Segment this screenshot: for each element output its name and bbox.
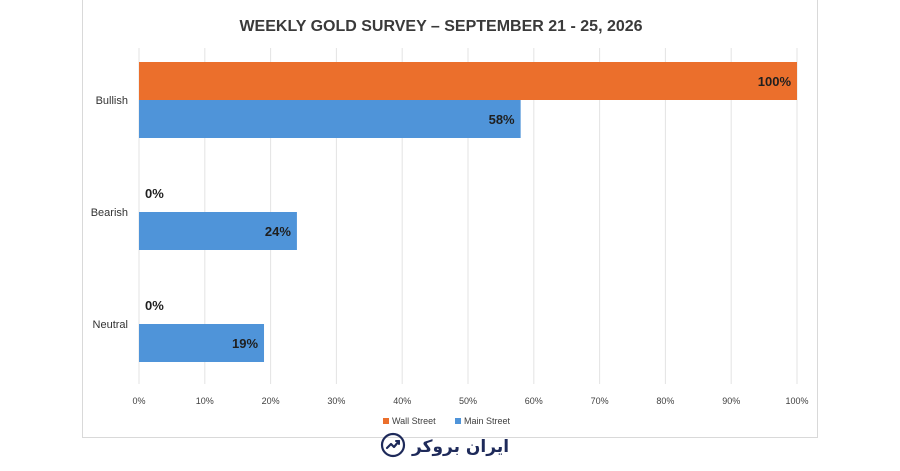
- x-tick-label: 80%: [656, 396, 674, 406]
- x-tick-label: 40%: [393, 396, 411, 406]
- x-tick-label: 50%: [459, 396, 477, 406]
- legend-swatch-main-street: [455, 418, 461, 424]
- chart-title: WEEKLY GOLD SURVEY – SEPTEMBER 21 - 25, …: [239, 18, 642, 35]
- legend-label-wall-street: Wall Street: [392, 416, 436, 426]
- data-label-wall-street-neutral: 0%: [145, 298, 164, 313]
- x-tick-label: 90%: [722, 396, 740, 406]
- category-label-bearish: Bearish: [91, 207, 128, 219]
- x-tick-label: 10%: [196, 396, 214, 406]
- legend-swatch-wall-street: [383, 418, 389, 424]
- x-tick-label: 0%: [132, 396, 145, 406]
- bar-main-street-bullish: [139, 100, 521, 138]
- data-labels: 100% 58% 0% 24% 0% 19%: [145, 74, 791, 351]
- x-tick-label: 60%: [525, 396, 543, 406]
- footer-logo-text: ایران بروکر: [412, 437, 510, 457]
- x-tick-label: 70%: [591, 396, 609, 406]
- x-axis-ticks: 0% 10% 20% 30% 40% 50% 60% 70% 80% 90% 100%: [132, 396, 808, 406]
- data-label-main-street-neutral: 19%: [232, 336, 258, 351]
- bar-main-street-neutral: [139, 324, 265, 362]
- x-tick-label: 20%: [262, 396, 280, 406]
- chart-trend-icon: [380, 432, 406, 463]
- legend-label-main-street: Main Street: [464, 416, 511, 426]
- footer-logo: ایران بروکر: [380, 432, 509, 462]
- data-label-wall-street-bullish: 100%: [758, 74, 792, 89]
- chart: WEEKLY GOLD SURVEY – SEPTEMBER 21 - 25, …: [91, 18, 809, 426]
- category-labels: Bullish Bearish Neutral: [91, 95, 128, 331]
- data-label-main-street-bullish: 58%: [489, 112, 515, 127]
- category-label-bullish: Bullish: [96, 95, 128, 107]
- bars: [139, 62, 797, 362]
- legend: Wall Street Main Street: [383, 416, 511, 426]
- data-label-wall-street-bearish: 0%: [145, 186, 164, 201]
- x-tick-label: 100%: [785, 396, 808, 406]
- x-tick-label: 30%: [327, 396, 345, 406]
- category-label-neutral: Neutral: [93, 319, 128, 331]
- data-label-main-street-bearish: 24%: [265, 224, 291, 239]
- chart-card: WEEKLY GOLD SURVEY – SEPTEMBER 21 - 25, …: [82, 0, 818, 438]
- bar-wall-street-bullish: [139, 62, 797, 100]
- bar-main-street-bearish: [139, 212, 297, 250]
